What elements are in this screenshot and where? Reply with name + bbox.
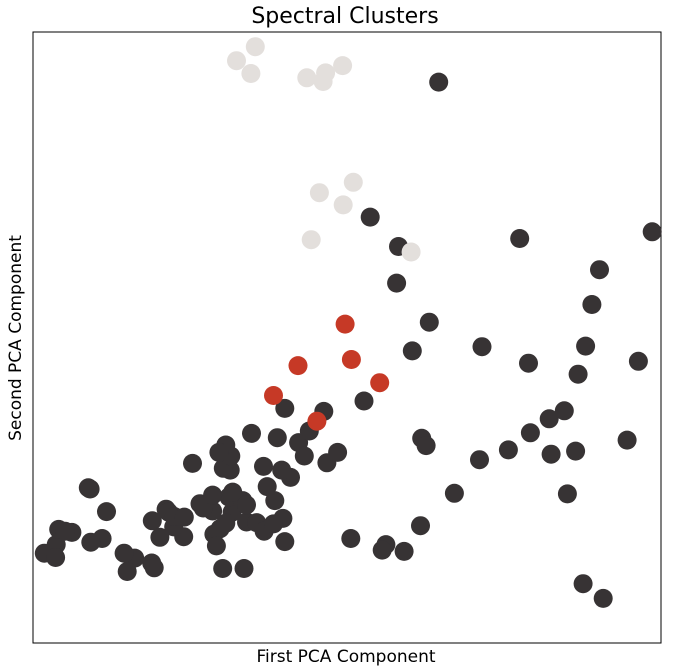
data-point-s0-64	[55, 521, 75, 541]
data-point-s0-68	[150, 527, 170, 547]
data-point-s0-95	[593, 588, 613, 608]
data-point-s0-1	[510, 229, 530, 248]
data-point-s0-85	[272, 460, 292, 480]
data-point-s0-53	[114, 543, 134, 563]
data-point-s0-28	[275, 532, 295, 552]
data-point-s0-19	[498, 440, 518, 460]
data-point-s0-97	[557, 484, 577, 504]
data-point-s0-65	[80, 479, 100, 499]
data-point-s0-63	[46, 548, 66, 567]
data-point-s2-1	[245, 37, 265, 57]
data-point-s0-77	[213, 559, 233, 578]
data-point-s0-21	[444, 483, 464, 503]
data-point-s0-67	[144, 558, 164, 578]
data-point-s0-83	[294, 446, 314, 466]
data-point-s0-39	[257, 477, 277, 497]
data-point-s0-88	[267, 428, 287, 448]
data-point-s0-0	[429, 72, 449, 92]
data-point-s0-25	[341, 529, 361, 548]
data-point-s0-71	[174, 507, 194, 527]
data-point-s2-6	[333, 56, 353, 76]
x-axis-label: First PCA Component	[256, 647, 435, 667]
data-point-s0-51	[142, 511, 162, 531]
data-point-s0-86	[242, 423, 261, 443]
data-point-s2-5	[316, 63, 336, 83]
data-point-s1-1	[288, 356, 308, 376]
data-point-s0-2	[360, 207, 380, 227]
data-point-s0-98	[566, 441, 586, 461]
data-point-s0-13	[582, 295, 602, 314]
data-point-s0-17	[539, 409, 559, 429]
points-layer	[34, 37, 662, 608]
data-point-s1-2	[307, 411, 327, 431]
data-point-s0-91	[328, 442, 348, 462]
data-point-s0-16	[554, 401, 574, 421]
data-point-s0-4	[387, 273, 407, 293]
data-point-s0-18	[520, 423, 540, 443]
data-point-s0-74	[203, 485, 223, 505]
data-point-s0-54	[97, 502, 116, 522]
data-point-s0-23	[394, 541, 414, 561]
data-point-s2-11	[401, 242, 421, 262]
data-point-s0-80	[264, 514, 283, 534]
data-point-s2-7	[309, 183, 329, 203]
data-point-s0-22	[411, 516, 430, 536]
data-point-s0-57	[81, 532, 101, 552]
data-point-s0-78	[234, 559, 254, 578]
data-point-s1-0	[264, 386, 283, 405]
data-point-s0-47	[183, 453, 202, 473]
data-point-s0-46	[209, 442, 229, 462]
data-point-s2-3	[297, 68, 317, 88]
data-point-s0-76	[206, 536, 226, 556]
data-point-s0-15	[568, 364, 588, 384]
data-point-s0-99	[541, 444, 561, 464]
data-point-s0-10	[628, 351, 648, 371]
chart-title: Spectral Clusters	[251, 4, 438, 29]
data-point-s0-41	[223, 482, 243, 502]
data-point-s0-94	[372, 540, 392, 560]
data-point-s0-5	[419, 312, 439, 332]
data-point-s0-20	[470, 450, 489, 470]
data-point-s0-8	[402, 341, 422, 361]
data-point-s2-10	[301, 230, 321, 250]
data-point-s0-56	[117, 562, 137, 581]
y-axis-label: Second PCA Component	[6, 235, 26, 441]
data-point-s1-4	[341, 350, 361, 369]
data-point-s0-30	[265, 491, 285, 511]
data-point-s0-75	[216, 513, 236, 533]
data-point-s0-96	[573, 574, 593, 594]
data-point-s0-7	[519, 353, 538, 373]
data-point-s0-11	[642, 222, 662, 242]
data-point-s0-89	[275, 398, 295, 418]
data-point-s0-26	[354, 391, 374, 411]
data-point-s0-9	[617, 430, 637, 450]
data-point-s0-79	[237, 495, 256, 515]
data-point-s0-93	[416, 436, 436, 456]
data-point-s0-87	[254, 456, 273, 476]
data-point-s2-9	[333, 195, 353, 215]
data-point-s0-12	[590, 260, 609, 280]
data-point-s2-8	[343, 172, 363, 192]
data-point-s2-0	[227, 51, 246, 71]
data-point-s0-6	[472, 337, 492, 357]
data-point-s1-3	[335, 314, 355, 334]
data-point-s2-2	[241, 64, 261, 83]
data-point-s1-5	[370, 373, 390, 393]
data-point-s0-14	[576, 336, 596, 356]
